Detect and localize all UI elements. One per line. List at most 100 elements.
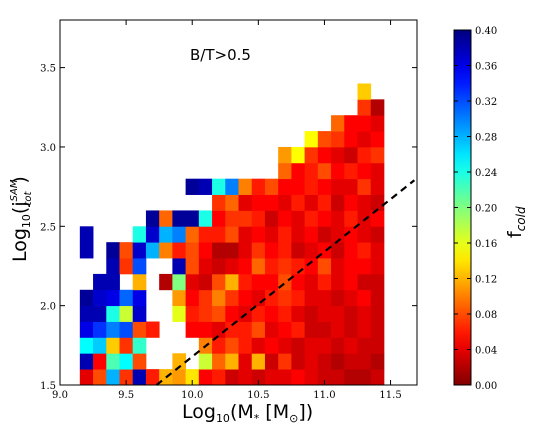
heatmap-cell [357,353,372,370]
heatmap-cell [304,194,319,211]
heatmap-cell [278,210,292,227]
heatmap-cell [278,194,292,211]
y-axis-label: Log10(jSAM tot) [9,176,34,262]
heatmap-cell [331,289,345,307]
heatmap-cell [79,305,94,322]
heatmap-cell [185,178,200,195]
heatmap-cell [251,258,266,275]
heatmap-cell [291,289,306,307]
heatmap-cell [119,289,134,307]
y-tick-label: 2.0 [40,302,56,313]
heatmap-cell [331,321,345,338]
x-tick-label: 11.5 [379,390,401,401]
heatmap-cell [212,337,226,354]
heatmap-cell [145,369,160,386]
heatmap-cell [370,210,385,227]
heatmap-cell [198,210,213,227]
heatmap-cell [159,226,173,243]
heatmap-cell [304,242,319,259]
heatmap-cell [291,226,306,243]
heatmap-cell [278,305,292,322]
heatmap-cell [264,178,279,195]
x-tick-label: 10.0 [181,390,203,401]
heatmap-cell [132,289,147,307]
heatmap-cell [278,337,292,354]
heatmap-cell [145,242,160,259]
heatmap-cell [278,178,292,195]
heatmap-cells [79,83,385,386]
heatmap-cell [79,353,94,370]
heatmap-cell [370,99,385,116]
heatmap-cell [198,321,213,338]
heatmap-cell [304,258,319,275]
heatmap-cell [238,242,253,259]
heatmap-cell [225,194,239,211]
heatmap-cell [344,210,358,227]
heatmap-cell [172,226,187,243]
heatmap-cell [344,178,358,195]
heatmap-cell [185,242,200,259]
heatmap-cell [304,353,319,370]
heatmap-cell [331,226,345,243]
heatmap-cell [185,210,200,227]
heatmap-cell [357,162,372,180]
heatmap-cell [106,305,120,322]
heatmap-cell [344,337,358,354]
heatmap-cell [198,289,213,307]
y-tick-label: 3.0 [40,143,56,154]
heatmap-cell [132,305,147,322]
heatmap-cell [225,321,239,338]
heatmap-cell [172,258,187,275]
heatmap-cell [304,337,319,354]
heatmap-cell [304,273,319,291]
colorbar-ticks: 0.00 0.04 0.08 0.12 0.16 0.20 0.24 0.28 0.32 0.36… [454,26,497,392]
heatmap-cell [264,194,279,211]
heatmap-cell [212,210,226,227]
heatmap-cell [145,321,160,338]
heatmap-cell [185,289,200,307]
heatmap-cell [132,369,147,386]
heatmap-cell [172,242,187,259]
heatmap-cell [212,321,226,338]
heatmap-cell [198,305,213,322]
heatmap-cell [317,226,332,243]
heatmap-cell [331,194,345,211]
heatmap-cell [172,273,187,291]
colorbar-tick-label: 0.36 [475,62,497,73]
heatmap-cell [370,226,385,243]
heatmap-cell [198,273,213,291]
heatmap-cell [357,131,372,148]
heatmap-cell [198,258,213,275]
heatmap-cell [172,353,187,370]
heatmap-cell [79,242,94,259]
heatmap-cell [291,242,306,259]
heatmap-cell [291,146,306,164]
heatmap-cell [79,289,94,307]
heatmap-cell [251,353,266,370]
heatmap-cell [331,273,345,291]
heatmap-cell [317,162,332,180]
heatmap-cell [93,273,107,291]
heatmap-cell [238,210,253,227]
colorbar-tick-label: 0.40 [475,26,497,37]
heatmap-cell [291,337,306,354]
heatmap-cell [370,242,385,259]
plot-frame [59,19,418,386]
heatmap-cell [251,273,266,291]
heatmap-cell [132,353,147,370]
heatmap-cell [344,289,358,307]
heatmap-cell [278,226,292,243]
heatmap-cell [198,242,213,259]
heatmap-cell [106,289,120,307]
heatmap-cell [357,369,372,386]
heatmap-cell [357,115,372,132]
heatmap-cell [278,289,292,307]
heatmap-cell [238,194,253,211]
heatmap-cell [251,289,266,307]
heatmap-cell [264,321,279,338]
heatmap-cell [278,242,292,259]
heatmap-cell [159,210,173,227]
heatmap-cell [238,289,253,307]
heatmap-cell [185,369,200,386]
heatmap-cell [317,131,332,148]
